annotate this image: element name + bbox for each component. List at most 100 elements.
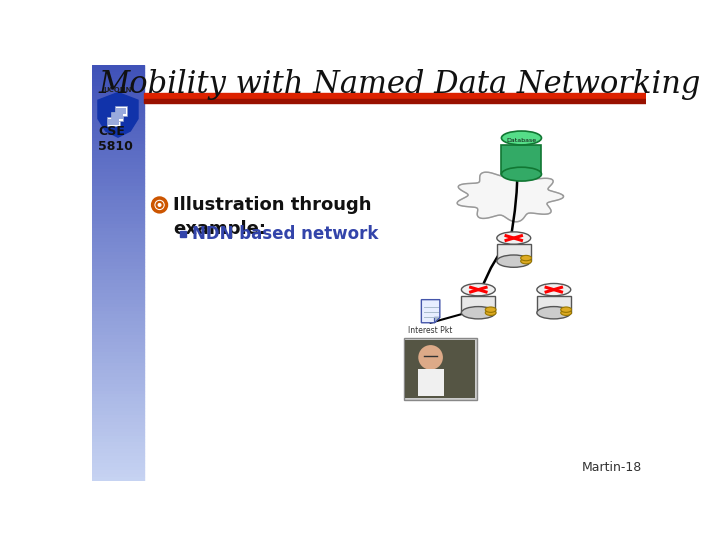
Bar xyxy=(92,183,144,186)
Bar xyxy=(179,231,186,237)
Bar xyxy=(92,165,144,168)
Bar xyxy=(92,211,144,214)
Text: Martin-18: Martin-18 xyxy=(581,462,642,475)
Bar xyxy=(92,82,144,85)
Bar xyxy=(92,363,144,366)
Bar xyxy=(115,106,127,116)
Bar xyxy=(92,467,144,470)
Bar xyxy=(92,179,144,183)
Bar xyxy=(92,266,144,269)
Bar xyxy=(92,408,144,411)
Ellipse shape xyxy=(501,131,541,145)
Bar xyxy=(92,169,144,172)
Bar xyxy=(92,193,144,197)
Bar xyxy=(112,113,122,119)
Bar xyxy=(92,422,144,425)
Bar xyxy=(92,307,144,311)
Bar xyxy=(111,112,123,121)
Bar xyxy=(92,92,144,96)
Bar xyxy=(92,394,144,397)
Bar xyxy=(92,200,144,204)
Text: Database: Database xyxy=(506,138,536,143)
Bar xyxy=(92,106,144,110)
Bar xyxy=(92,359,144,363)
Bar xyxy=(92,269,144,273)
Bar xyxy=(92,387,144,390)
Bar xyxy=(92,248,144,252)
Bar xyxy=(92,127,144,131)
Bar xyxy=(92,370,144,373)
Bar xyxy=(92,214,144,217)
Bar xyxy=(92,339,144,342)
Bar xyxy=(92,138,144,141)
Bar xyxy=(92,252,144,255)
Ellipse shape xyxy=(462,307,495,319)
Bar xyxy=(116,108,127,114)
Bar xyxy=(92,335,144,339)
Bar xyxy=(92,204,144,207)
Bar xyxy=(92,436,144,439)
Bar xyxy=(404,338,477,400)
Bar xyxy=(92,411,144,415)
Bar xyxy=(92,470,144,474)
Text: Interest Pkt: Interest Pkt xyxy=(408,326,453,335)
Bar xyxy=(92,314,144,318)
Ellipse shape xyxy=(537,307,571,319)
Bar xyxy=(92,353,144,356)
Bar xyxy=(92,366,144,370)
Bar xyxy=(92,228,144,231)
Bar xyxy=(92,477,144,481)
Ellipse shape xyxy=(485,310,496,315)
Bar xyxy=(92,221,144,224)
Bar xyxy=(144,99,647,103)
Text: CSE
5810: CSE 5810 xyxy=(98,125,132,153)
Bar xyxy=(92,401,144,404)
Bar xyxy=(92,124,144,127)
Circle shape xyxy=(418,345,443,370)
Bar xyxy=(92,103,144,106)
Bar xyxy=(92,311,144,314)
Bar xyxy=(92,259,144,262)
Bar xyxy=(92,176,144,179)
Bar xyxy=(92,380,144,383)
Bar xyxy=(92,241,144,245)
Bar xyxy=(92,287,144,290)
Bar xyxy=(92,255,144,259)
Bar xyxy=(92,197,144,200)
Bar xyxy=(92,245,144,248)
Bar xyxy=(92,72,144,75)
Bar xyxy=(92,110,144,113)
Ellipse shape xyxy=(537,284,571,296)
Bar xyxy=(92,342,144,346)
Bar xyxy=(92,65,144,68)
Bar xyxy=(92,425,144,429)
Bar xyxy=(92,207,144,211)
Bar xyxy=(92,131,144,134)
Bar xyxy=(92,85,144,89)
Text: NDN based network: NDN based network xyxy=(192,225,378,243)
Polygon shape xyxy=(434,318,440,323)
Bar xyxy=(537,296,571,313)
Bar xyxy=(497,244,531,261)
Bar xyxy=(92,373,144,377)
Bar xyxy=(92,456,144,460)
Bar xyxy=(92,151,144,155)
Bar xyxy=(92,460,144,463)
Bar xyxy=(92,120,144,124)
Text: UCONN: UCONN xyxy=(104,86,132,92)
Bar xyxy=(92,325,144,328)
Bar xyxy=(92,463,144,467)
Bar xyxy=(92,442,144,446)
Bar xyxy=(92,297,144,300)
Bar xyxy=(92,99,144,103)
Bar xyxy=(92,273,144,276)
Bar xyxy=(108,119,119,125)
Bar xyxy=(92,453,144,456)
Bar xyxy=(92,117,144,120)
Bar xyxy=(92,418,144,422)
Bar xyxy=(92,190,144,193)
Circle shape xyxy=(156,202,163,208)
Bar xyxy=(92,304,144,307)
Ellipse shape xyxy=(521,259,531,264)
Bar xyxy=(92,141,144,145)
